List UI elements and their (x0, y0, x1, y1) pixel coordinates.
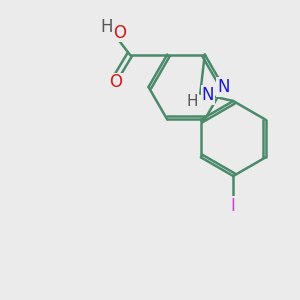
Text: O: O (113, 24, 126, 42)
Text: N: N (217, 78, 230, 96)
Text: N: N (202, 86, 214, 104)
Text: H: H (187, 94, 199, 110)
Text: H: H (100, 18, 112, 36)
Text: I: I (231, 197, 236, 215)
Text: O: O (109, 74, 122, 92)
